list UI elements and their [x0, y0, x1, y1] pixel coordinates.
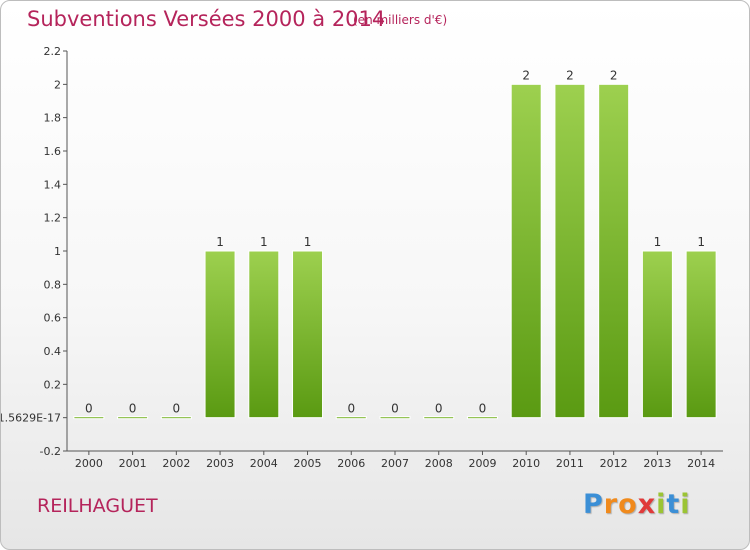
y-tick-label: 0.6 — [44, 312, 62, 325]
y-tick-label: 1.8 — [44, 112, 62, 125]
logo-letter: x — [637, 489, 657, 520]
bar — [73, 416, 105, 420]
data-label: 0 — [347, 402, 355, 416]
bar — [598, 83, 630, 419]
x-tick-label: 2003 — [206, 457, 234, 470]
data-label: 1 — [216, 235, 224, 249]
bar — [379, 416, 411, 420]
y-tick-label: 2.2 — [44, 45, 62, 58]
data-label: 2 — [610, 68, 618, 82]
x-tick-label: 2002 — [162, 457, 190, 470]
data-label: 0 — [85, 402, 93, 416]
x-tick-label: 2000 — [75, 457, 103, 470]
x-tick-label: 2011 — [556, 457, 584, 470]
y-tick-label: 1.4 — [44, 178, 62, 191]
bar — [335, 416, 367, 420]
x-tick-label: 2010 — [512, 457, 540, 470]
y-tick-label: -0.2 — [40, 445, 61, 458]
data-label: 1 — [260, 235, 268, 249]
y-tick-label: 0.4 — [44, 345, 62, 358]
commune-name: REILHAGUET — [37, 495, 158, 517]
bar — [204, 250, 236, 419]
x-tick-label: 2007 — [381, 457, 409, 470]
bar — [685, 250, 717, 419]
data-label: 1 — [304, 235, 312, 249]
proxiti-logo: Proxiti — [583, 489, 691, 520]
data-label: 2 — [566, 68, 574, 82]
bar — [554, 83, 586, 419]
x-tick-label: 2013 — [643, 457, 671, 470]
data-label: 1 — [654, 235, 662, 249]
logo-letter: t — [666, 489, 681, 520]
data-labels: 0 0 0 1 1 1 0 0 0 0 2 2 2 1 1 — [85, 68, 705, 415]
bar — [117, 416, 149, 420]
bar — [423, 416, 455, 420]
chart-subtitle: (en milliers d'€) — [353, 13, 448, 27]
x-tick-label: 2001 — [119, 457, 147, 470]
logo-letter: P — [583, 489, 604, 520]
x-tick-label: 2006 — [337, 457, 365, 470]
bar — [292, 250, 324, 419]
data-label: 0 — [479, 402, 487, 416]
data-label: 0 — [391, 402, 399, 416]
x-tick-label: 2008 — [425, 457, 453, 470]
x-tick-label: 2014 — [687, 457, 715, 470]
y-tick-label: -1.5629E-17 — [1, 412, 61, 425]
logo-letter: o — [618, 489, 638, 520]
logo-letter: i — [656, 489, 667, 520]
x-tick-label: 2009 — [468, 457, 496, 470]
y-tick-label: 1.6 — [44, 145, 62, 158]
x-tick-label: 2005 — [294, 457, 322, 470]
bar — [466, 416, 498, 420]
chart-title: Subventions Versées 2000 à 2014 — [27, 7, 386, 31]
x-tick-label: 2012 — [600, 457, 628, 470]
data-label: 0 — [129, 402, 137, 416]
data-label: 1 — [697, 235, 705, 249]
bar — [641, 250, 673, 419]
y-tick-label: 0.2 — [44, 378, 62, 391]
bar — [160, 416, 192, 420]
bar — [510, 83, 542, 419]
logo-letter: i — [680, 489, 691, 520]
data-label: 0 — [173, 402, 181, 416]
axes: -0.2 -1.5629E-17 0.2 0.4 0.6 0.8 1 1.2 1.4 1.6 1.8… — [1, 45, 723, 470]
y-tick-label: 1 — [54, 245, 61, 258]
bar — [248, 250, 280, 419]
y-tick-label: 1.2 — [44, 212, 62, 225]
x-tick-label: 2004 — [250, 457, 278, 470]
bars — [73, 83, 717, 420]
data-label: 2 — [522, 68, 530, 82]
data-label: 0 — [435, 402, 443, 416]
y-tick-label: 2 — [54, 78, 61, 91]
y-tick-label: 0.8 — [44, 278, 62, 291]
logo-letter: r — [603, 489, 619, 520]
